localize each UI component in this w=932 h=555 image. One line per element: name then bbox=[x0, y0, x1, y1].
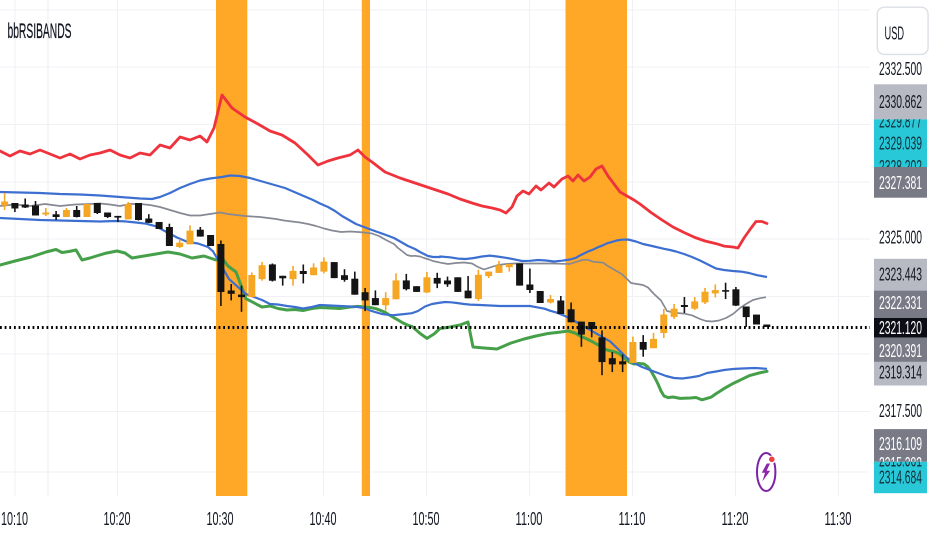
svg-text:2321.120: 2321.120 bbox=[879, 318, 922, 338]
svg-text:USD: USD bbox=[885, 23, 905, 43]
svg-text:11:00: 11:00 bbox=[516, 509, 543, 529]
svg-text:2315.283: 2315.283 bbox=[879, 454, 922, 474]
svg-text:10:40: 10:40 bbox=[310, 509, 337, 529]
svg-text:10:20: 10:20 bbox=[104, 509, 131, 529]
svg-text:2329.039: 2329.039 bbox=[879, 134, 922, 154]
svg-text:2327.381: 2327.381 bbox=[879, 173, 922, 193]
svg-text:11:30: 11:30 bbox=[825, 509, 852, 529]
svg-text:2315.061: 2315.061 bbox=[879, 450, 922, 470]
svg-text:2314.684: 2314.684 bbox=[879, 467, 922, 487]
svg-text:2330.862: 2330.862 bbox=[879, 92, 922, 112]
svg-text:10:50: 10:50 bbox=[413, 509, 440, 529]
svg-text:11:20: 11:20 bbox=[722, 509, 749, 529]
svg-text:10:30: 10:30 bbox=[207, 509, 234, 529]
svg-text:2319.314: 2319.314 bbox=[879, 362, 922, 382]
svg-text:11:10: 11:10 bbox=[619, 509, 646, 529]
svg-text:10:10: 10:10 bbox=[1, 509, 28, 529]
svg-text:2316.109: 2316.109 bbox=[879, 434, 922, 454]
svg-text:bbRSIBANDS: bbRSIBANDS bbox=[8, 19, 72, 43]
svg-text:2332.500: 2332.500 bbox=[879, 59, 922, 79]
svg-text:2320.391: 2320.391 bbox=[879, 341, 922, 361]
svg-text:2325.000: 2325.000 bbox=[879, 227, 922, 247]
svg-text:2323.443: 2323.443 bbox=[879, 264, 922, 284]
svg-text:2317.500: 2317.500 bbox=[879, 401, 922, 421]
svg-text:2322.331: 2322.331 bbox=[879, 293, 922, 313]
